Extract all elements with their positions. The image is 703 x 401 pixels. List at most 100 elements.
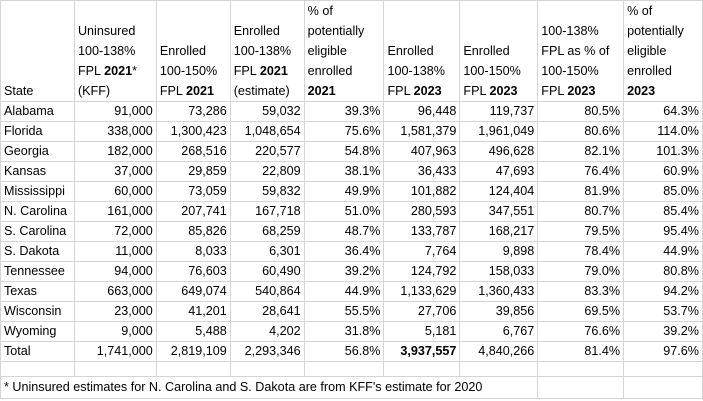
empty-cell[interactable] (623, 376, 703, 399)
value-cell[interactable]: 72,000 (73, 221, 157, 242)
value-cell[interactable]: 407,963 (383, 141, 461, 162)
value-cell[interactable]: 51.0% (303, 201, 385, 222)
value-cell[interactable]: 22,809 (229, 161, 305, 182)
value-cell[interactable]: 167,718 (229, 201, 305, 222)
header-enrolled-138-2021[interactable]: Enrolled 100-138% FPL 2021 (estimate) (229, 0, 305, 102)
value-cell[interactable]: 124,404 (459, 181, 539, 202)
value-cell[interactable]: 347,551 (459, 201, 539, 222)
value-cell[interactable]: 55.5% (303, 301, 385, 322)
value-cell[interactable]: 36,433 (383, 161, 461, 182)
value-cell[interactable]: 36.4% (303, 241, 385, 262)
empty-cell[interactable] (73, 361, 157, 377)
value-cell[interactable]: 85,826 (155, 221, 231, 242)
value-cell[interactable]: 68,259 (229, 221, 305, 242)
value-cell[interactable]: 79.5% (537, 221, 625, 242)
value-cell[interactable]: 73,286 (155, 101, 231, 122)
value-cell[interactable]: 97.6% (623, 341, 703, 362)
value-cell[interactable]: 44.9% (623, 241, 703, 262)
state-cell[interactable]: Wyoming (0, 321, 75, 342)
value-cell[interactable]: 91,000 (73, 101, 157, 122)
value-cell[interactable]: 47,693 (459, 161, 539, 182)
state-cell[interactable]: Georgia (0, 141, 75, 162)
empty-cell[interactable] (0, 361, 75, 377)
value-cell[interactable]: 39.3% (303, 101, 385, 122)
state-cell[interactable]: Alabama (0, 101, 75, 122)
footnote[interactable]: * Uninsured estimates for N. Carolina an… (0, 376, 539, 399)
value-cell[interactable]: 39,856 (459, 301, 539, 322)
value-cell[interactable]: 124,792 (383, 261, 461, 282)
value-cell[interactable]: 158,033 (459, 261, 539, 282)
value-cell[interactable]: 28,641 (229, 301, 305, 322)
empty-cell[interactable] (459, 361, 539, 377)
value-cell[interactable]: 6,301 (229, 241, 305, 262)
value-cell[interactable]: 161,000 (73, 201, 157, 222)
value-cell[interactable]: 27,706 (383, 301, 461, 322)
value-cell[interactable]: 60,000 (73, 181, 157, 202)
value-cell[interactable]: 1,300,423 (155, 121, 231, 142)
value-cell[interactable]: 4,202 (229, 321, 305, 342)
value-cell[interactable]: 280,593 (383, 201, 461, 222)
value-cell[interactable]: 8,033 (155, 241, 231, 262)
value-cell[interactable]: 38.1% (303, 161, 385, 182)
value-cell[interactable]: 168,217 (459, 221, 539, 242)
value-cell[interactable]: 60.9% (623, 161, 703, 182)
value-cell[interactable]: 64.3% (623, 101, 703, 122)
value-cell[interactable]: 1,581,379 (383, 121, 461, 142)
value-cell[interactable]: 101,882 (383, 181, 461, 202)
empty-cell[interactable] (303, 361, 385, 377)
value-cell[interactable]: 54.8% (303, 141, 385, 162)
empty-cell[interactable] (623, 361, 703, 377)
value-cell[interactable]: 56.8% (303, 341, 385, 362)
value-cell[interactable]: 220,577 (229, 141, 305, 162)
value-cell[interactable]: 9,898 (459, 241, 539, 262)
value-cell[interactable]: 82.1% (537, 141, 625, 162)
value-cell[interactable]: 80.7% (537, 201, 625, 222)
value-cell[interactable]: 80.5% (537, 101, 625, 122)
value-cell[interactable]: 29,859 (155, 161, 231, 182)
value-cell[interactable]: 1,741,000 (73, 341, 157, 362)
value-cell[interactable]: 76.6% (537, 321, 625, 342)
value-cell[interactable]: 73,059 (155, 181, 231, 202)
header-enrolled-138-2023[interactable]: Enrolled 100-138% FPL 2023 (383, 0, 461, 102)
state-cell[interactable]: Florida (0, 121, 75, 142)
value-cell[interactable]: 59,832 (229, 181, 305, 202)
state-cell[interactable]: Total (0, 341, 75, 362)
value-cell[interactable]: 76,603 (155, 261, 231, 282)
value-cell[interactable]: 78.4% (537, 241, 625, 262)
state-cell[interactable]: Tennessee (0, 261, 75, 282)
value-cell[interactable]: 76.4% (537, 161, 625, 182)
value-cell[interactable]: 540,864 (229, 281, 305, 302)
value-cell[interactable]: 268,516 (155, 141, 231, 162)
header-state[interactable]: State (0, 0, 75, 102)
value-cell[interactable]: 1,048,654 (229, 121, 305, 142)
value-cell[interactable]: 94.2% (623, 281, 703, 302)
value-cell[interactable]: 6,767 (459, 321, 539, 342)
value-cell[interactable]: 59,032 (229, 101, 305, 122)
value-cell[interactable]: 2,819,109 (155, 341, 231, 362)
empty-cell[interactable] (537, 376, 625, 399)
value-cell[interactable]: 4,840,266 (459, 341, 539, 362)
value-cell[interactable]: 649,074 (155, 281, 231, 302)
header-pct-eligible-2021[interactable]: % of potentially eligible enrolled 2021 (303, 0, 385, 102)
value-cell[interactable]: 48.7% (303, 221, 385, 242)
state-cell[interactable]: S. Carolina (0, 221, 75, 242)
value-cell[interactable]: 39.2% (623, 321, 703, 342)
value-cell[interactable]: 83.3% (537, 281, 625, 302)
value-cell[interactable]: 119,737 (459, 101, 539, 122)
value-cell[interactable]: 207,741 (155, 201, 231, 222)
empty-cell[interactable] (383, 361, 461, 377)
value-cell[interactable]: 31.8% (303, 321, 385, 342)
state-cell[interactable]: Mississippi (0, 181, 75, 202)
state-cell[interactable]: N. Carolina (0, 201, 75, 222)
value-cell[interactable]: 60,490 (229, 261, 305, 282)
value-cell[interactable]: 53.7% (623, 301, 703, 322)
value-cell[interactable]: 37,000 (73, 161, 157, 182)
value-cell[interactable]: 663,000 (73, 281, 157, 302)
value-cell[interactable]: 80.6% (537, 121, 625, 142)
value-cell[interactable]: 41,201 (155, 301, 231, 322)
value-cell[interactable]: 85.0% (623, 181, 703, 202)
value-cell[interactable]: 85.4% (623, 201, 703, 222)
value-cell[interactable]: 5,488 (155, 321, 231, 342)
value-cell[interactable]: 2,293,346 (229, 341, 305, 362)
value-cell[interactable]: 79.0% (537, 261, 625, 282)
